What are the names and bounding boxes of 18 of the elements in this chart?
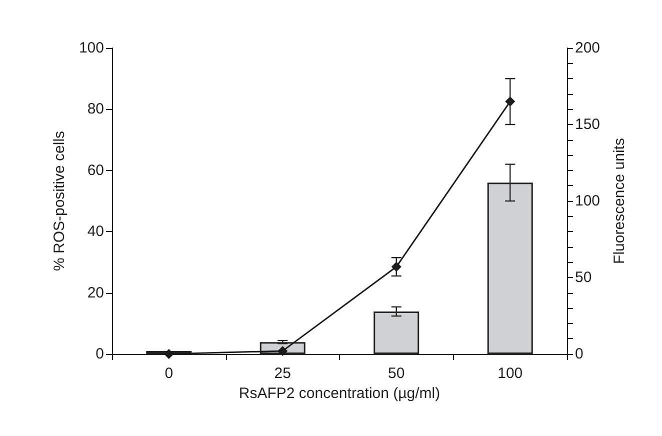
y-tick-label: 100 <box>78 40 104 56</box>
y-tick-label: 20 <box>87 284 104 302</box>
y2-axis-title: Fluorescence units <box>611 138 628 264</box>
y-axis-title: % ROS-positive cells <box>51 130 68 272</box>
x-tick-label: 100 <box>498 365 523 382</box>
y2-tick-label: 50 <box>575 269 592 286</box>
y-tick-label: 40 <box>87 223 104 240</box>
y2-tick-label: 0 <box>575 346 584 362</box>
x-tick-label: 25 <box>274 365 291 382</box>
x-tick-label: 50 <box>388 365 405 382</box>
y-tick-label: 0 <box>96 346 104 362</box>
y2-tick-label: 150 <box>575 116 600 133</box>
y-tick-label: 60 <box>87 162 104 179</box>
y-tick-label: 80 <box>87 100 104 118</box>
x-tick-label: 0 <box>164 365 174 382</box>
y2-tick-label: 200 <box>575 40 600 56</box>
x-axis-title: RsAFP2 concentration (µg/ml) <box>238 385 440 402</box>
y2-tick-label: 100 <box>575 192 600 210</box>
